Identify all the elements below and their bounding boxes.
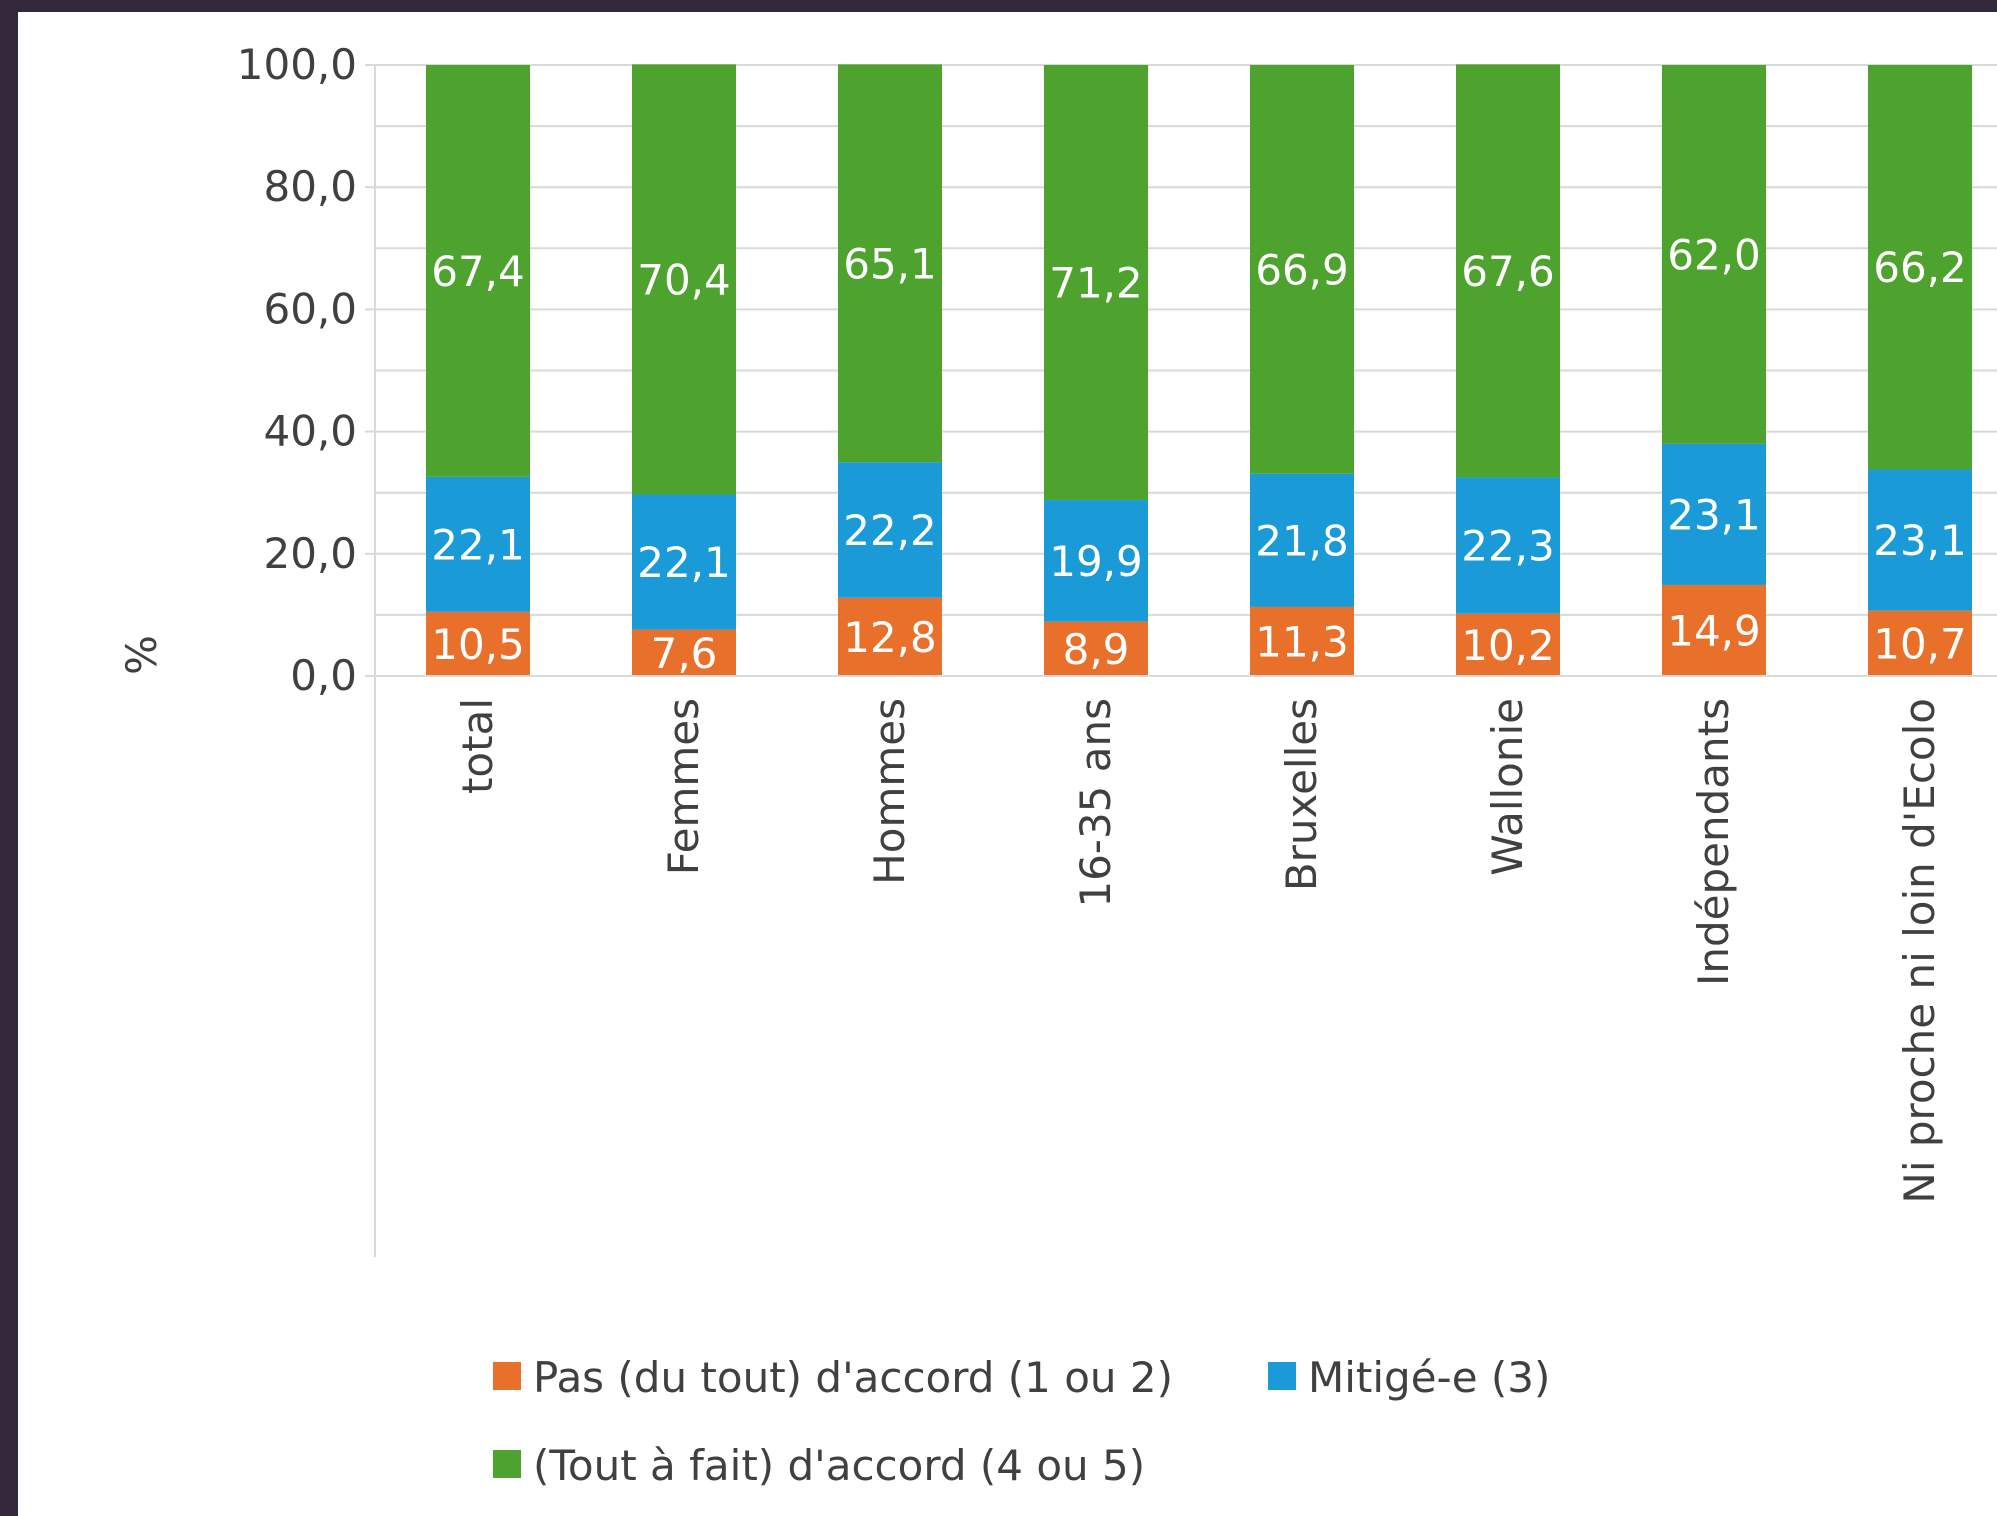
bar-segment <box>1662 443 1766 585</box>
legend-swatch <box>493 1362 521 1390</box>
y-axis-label: % <box>117 635 166 675</box>
data-label: 22,2 <box>843 506 937 555</box>
data-label: 10,2 <box>1461 621 1555 670</box>
data-label: 19,9 <box>1049 537 1143 586</box>
bar-segment <box>1662 584 1766 676</box>
y-tick-label: 80,0 <box>263 162 357 211</box>
legend-label: Pas (du tout) d'accord (1 ou 2) <box>533 1353 1173 1402</box>
bar-segment <box>632 629 736 676</box>
bar-segment <box>426 611 530 676</box>
bar-segment <box>1044 65 1148 501</box>
bar-segment <box>1250 606 1354 676</box>
data-label: 10,7 <box>1873 619 1967 668</box>
data-label: 65,1 <box>843 239 937 288</box>
data-label: 71,2 <box>1049 259 1143 308</box>
data-label: 62,0 <box>1667 230 1761 279</box>
y-tick-label: 60,0 <box>263 284 357 333</box>
category-label: Hommes <box>865 698 914 885</box>
bar-segment <box>1456 64 1560 478</box>
data-label: 66,2 <box>1873 243 1967 292</box>
data-label: 14,9 <box>1667 606 1761 655</box>
bars: 10,5 22,1 67,4 7,6 22,1 70,4 12,8 22,2 65,1 8,9 19… <box>426 64 1972 678</box>
category-labels: total Femmes Hommes 16-35 ans Bruxelles Wallo… <box>453 698 1944 1204</box>
bar-segment <box>632 64 736 495</box>
data-label: 7,6 <box>651 629 718 678</box>
legend-swatch <box>1268 1362 1296 1390</box>
bar-segment <box>838 462 942 598</box>
bar-segment <box>1868 65 1972 470</box>
data-label: 10,5 <box>431 620 525 669</box>
bar-segment <box>1456 613 1560 676</box>
y-tick-label: 100,0 <box>237 40 357 89</box>
chart-frame: 10,5 22,1 67,4 7,6 22,1 70,4 12,8 22,2 65,1 8,9 19… <box>18 12 1997 1516</box>
bar-segment <box>1868 469 1972 611</box>
category-label: Bruxelles <box>1277 698 1326 891</box>
legend-swatch <box>493 1450 521 1478</box>
legend-label: (Tout à fait) d'accord (4 ou 5) <box>533 1441 1145 1490</box>
data-label: 8,9 <box>1063 625 1130 674</box>
data-label: 22,1 <box>637 538 731 587</box>
bar-segment <box>838 64 942 463</box>
bar-segment <box>1044 621 1148 676</box>
bar-segment <box>1250 473 1354 607</box>
legend: Pas (du tout) d'accord (1 ou 2) Mitigé-e … <box>493 1353 1550 1490</box>
data-label: 70,4 <box>637 255 731 304</box>
data-label: 23,1 <box>1667 490 1761 539</box>
bar-segment <box>1662 65 1766 444</box>
stacked-bar-chart: 10,5 22,1 67,4 7,6 22,1 70,4 12,8 22,2 65,1 8,9 19… <box>117 40 1997 1490</box>
data-label: 11,3 <box>1255 617 1349 666</box>
y-tick-label: 40,0 <box>263 407 357 456</box>
y-tick-label: 0,0 <box>290 651 357 700</box>
data-label: 67,6 <box>1461 247 1555 296</box>
y-tick-labels: 0,0 20,0 40,0 60,0 80,0 100,0 <box>237 40 357 700</box>
data-label: 66,9 <box>1255 245 1349 294</box>
bar-segment <box>1456 477 1560 614</box>
data-label: 21,8 <box>1255 516 1349 565</box>
legend-label: Mitigé-e (3) <box>1308 1353 1550 1402</box>
category-label: total <box>453 698 502 794</box>
bar-segment <box>632 494 736 630</box>
category-label: Indépendants <box>1689 698 1738 986</box>
data-label: 12,8 <box>843 613 937 662</box>
bar-segment <box>1868 610 1972 676</box>
category-label: Ni proche ni loin d'Ecolo <box>1895 698 1944 1204</box>
bar-segment <box>426 65 530 477</box>
bar-segment <box>1044 500 1148 622</box>
bar-segment <box>1250 65 1354 474</box>
data-label: 67,4 <box>431 247 525 296</box>
category-label: Femmes <box>659 698 708 875</box>
data-label: 22,3 <box>1461 522 1555 571</box>
axes <box>365 64 1997 1257</box>
bar-segment <box>838 597 942 676</box>
category-label: 16-35 ans <box>1071 698 1120 908</box>
data-label: 22,1 <box>431 520 525 569</box>
data-label: 23,1 <box>1873 516 1967 565</box>
y-tick-label: 20,0 <box>263 529 357 578</box>
bar-segment <box>426 476 530 612</box>
category-label: Wallonie <box>1483 698 1532 876</box>
